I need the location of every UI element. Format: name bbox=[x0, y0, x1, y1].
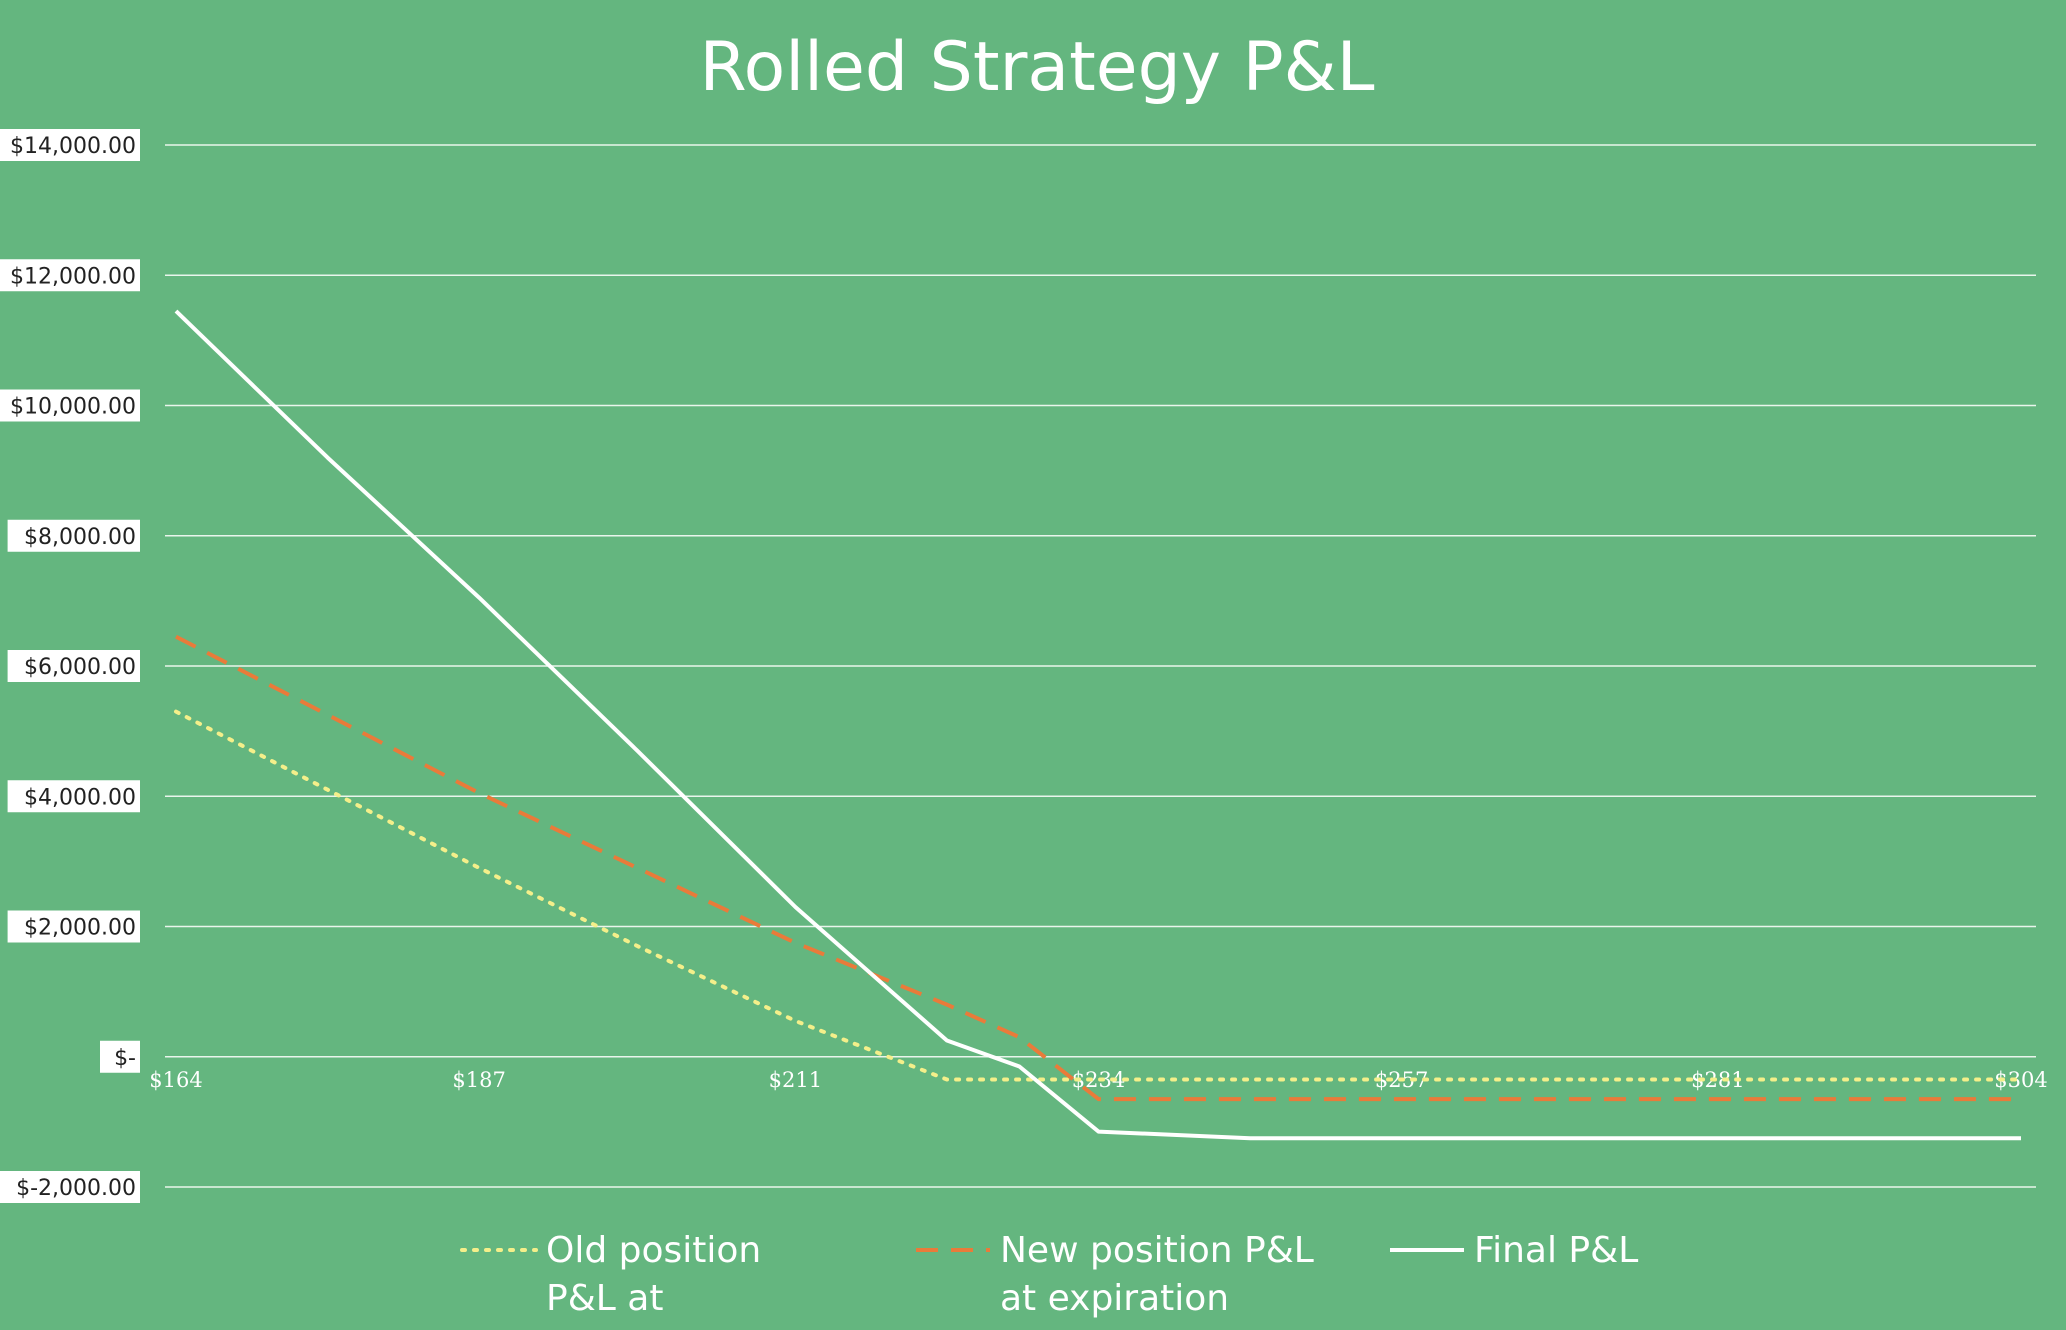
grid-lines bbox=[165, 144, 2036, 1188]
y-tick-label-box bbox=[0, 259, 140, 292]
y-axis-tick-labels: $-2,000.00 $- $2,000.00 $4,000.00 $6,000.00 $… bbox=[0, 129, 140, 1203]
y-tick-label: $8,000.00 bbox=[7, 519, 140, 552]
y-tick-label-box bbox=[7, 910, 140, 943]
y-tick-label-text: $- bbox=[114, 1046, 136, 1071]
legend-label: New position P&L at expiration bbox=[1000, 1230, 1314, 1319]
y-tick-label-text: $14,000.00 bbox=[10, 134, 136, 159]
y-tick-label-text: $12,000.00 bbox=[10, 264, 136, 289]
y-tick-label-box bbox=[7, 650, 140, 682]
x-tick-label: $211 bbox=[769, 1068, 822, 1092]
y-tick-label: $10,000.00 bbox=[0, 389, 140, 422]
x-tick-label: $164 bbox=[149, 1068, 202, 1092]
y-tick-label: $2,000.00 bbox=[7, 910, 140, 943]
y-tick-label-text: $10,000.00 bbox=[10, 395, 136, 420]
chart-title: Rolled Strategy P&L bbox=[699, 28, 1374, 107]
y-tick-label-box bbox=[0, 389, 140, 422]
series-lines bbox=[174, 309, 2023, 1141]
series-line-final-p-l bbox=[174, 309, 2021, 1141]
y-tick-label-text: $4,000.00 bbox=[24, 785, 136, 810]
y-tick-label: $12,000.00 bbox=[0, 259, 140, 292]
y-tick-label-text: $8,000.00 bbox=[24, 525, 136, 550]
y-tick-label-box bbox=[7, 519, 140, 552]
series-line-old-position-p-l-at-expiration bbox=[174, 709, 2023, 1082]
legend-label: Final P&L bbox=[1474, 1230, 1638, 1271]
legend-item: New position P&L at expiration bbox=[916, 1230, 1314, 1319]
x-tick-label: $187 bbox=[452, 1068, 505, 1092]
y-tick-label: $4,000.00 bbox=[7, 780, 140, 813]
y-tick-label: $6,000.00 bbox=[7, 650, 140, 682]
legend-item: Final P&L bbox=[1390, 1230, 1638, 1271]
series-line-new-position-p-l-at-expiration bbox=[175, 634, 2021, 1102]
y-tick-label-box bbox=[0, 129, 140, 161]
y-tick-label: $-2,000.00 bbox=[0, 1171, 140, 1203]
y-tick-label-text: $-2,000.00 bbox=[16, 1176, 136, 1201]
y-tick-label-text: $2,000.00 bbox=[24, 916, 136, 941]
y-tick-label-text: $6,000.00 bbox=[24, 655, 136, 680]
y-tick-label: $14,000.00 bbox=[0, 129, 140, 161]
y-tick-label-box bbox=[100, 1040, 140, 1073]
y-tick-label-box bbox=[7, 780, 140, 813]
y-tick-label-box bbox=[0, 1171, 140, 1203]
y-tick-label: $- bbox=[100, 1040, 140, 1073]
